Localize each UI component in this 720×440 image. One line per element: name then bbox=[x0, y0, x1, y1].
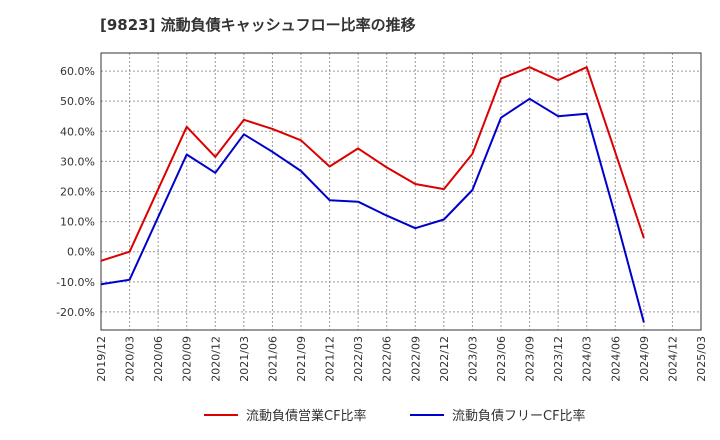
axis-layer bbox=[100, 52, 702, 331]
x-tick-label: 2020/03 bbox=[124, 336, 137, 382]
x-tick-label: 2021/12 bbox=[324, 336, 337, 382]
legend-swatch-operating-cf bbox=[204, 413, 238, 416]
series-line-0 bbox=[100, 66, 645, 262]
x-tick-label: 2022/03 bbox=[352, 336, 365, 382]
x-tick-label: 2021/06 bbox=[266, 336, 279, 382]
plot-area-border bbox=[100, 52, 702, 331]
grid-layer bbox=[100, 53, 702, 330]
legend-item-free-cf: 流動負債フリーCF比率 bbox=[410, 405, 586, 424]
x-tick-label: 2024/12 bbox=[666, 336, 679, 382]
x-tick-label: 2024/06 bbox=[609, 336, 622, 382]
legend-label-operating-cf: 流動負債営業CF比率 bbox=[246, 409, 367, 424]
y-tick-label: 20.0% bbox=[60, 186, 95, 199]
x-tick-label: 2020/09 bbox=[181, 336, 194, 382]
y-tick-label: -20.0% bbox=[56, 306, 95, 319]
x-tick-label: 2024/09 bbox=[638, 336, 651, 382]
legend-item-operating-cf: 流動負債営業CF比率 bbox=[204, 405, 367, 424]
y-tick-label: -10.0% bbox=[56, 276, 95, 289]
x-tick-label: 2024/03 bbox=[581, 336, 594, 382]
tick-layer: 60.0% 50.0% 40.0% 30.0% 20.0% 10.0% 0.0% -10.0%… bbox=[56, 65, 708, 382]
y-tick-label: 10.0% bbox=[60, 216, 95, 229]
x-tick-label: 2021/03 bbox=[238, 336, 251, 382]
x-tick-label: 2022/12 bbox=[438, 336, 451, 382]
y-tick-label: 50.0% bbox=[60, 95, 95, 108]
y-tick-label: 0.0% bbox=[67, 246, 95, 259]
x-tick-label: 2023/09 bbox=[524, 336, 537, 382]
y-tick-label: 60.0% bbox=[60, 65, 95, 78]
x-tick-label: 2020/06 bbox=[152, 336, 165, 382]
chart-legend: 流動負債営業CF比率 流動負債フリーCF比率 bbox=[0, 405, 720, 427]
series-layer bbox=[100, 66, 645, 323]
series-line-1 bbox=[100, 97, 645, 323]
x-tick-label: 2023/03 bbox=[466, 336, 479, 382]
legend-label-free-cf: 流動負債フリーCF比率 bbox=[452, 409, 586, 424]
x-tick-label: 2021/09 bbox=[295, 336, 308, 382]
y-tick-label: 40.0% bbox=[60, 125, 95, 138]
x-tick-label: 2023/06 bbox=[495, 336, 508, 382]
x-tick-label: 2023/12 bbox=[552, 336, 565, 382]
x-tick-label: 2022/06 bbox=[381, 336, 394, 382]
x-tick-label: 2019/12 bbox=[95, 336, 108, 382]
legend-swatch-free-cf bbox=[410, 413, 444, 416]
x-tick-label: 2020/12 bbox=[209, 336, 222, 382]
x-tick-label: 2025/03 bbox=[695, 336, 708, 382]
x-tick-label: 2022/09 bbox=[409, 336, 422, 382]
chart-title: [9823] 流動負債キャッシュフロー比率の推移 bbox=[100, 16, 416, 34]
y-tick-label: 30.0% bbox=[60, 155, 95, 168]
